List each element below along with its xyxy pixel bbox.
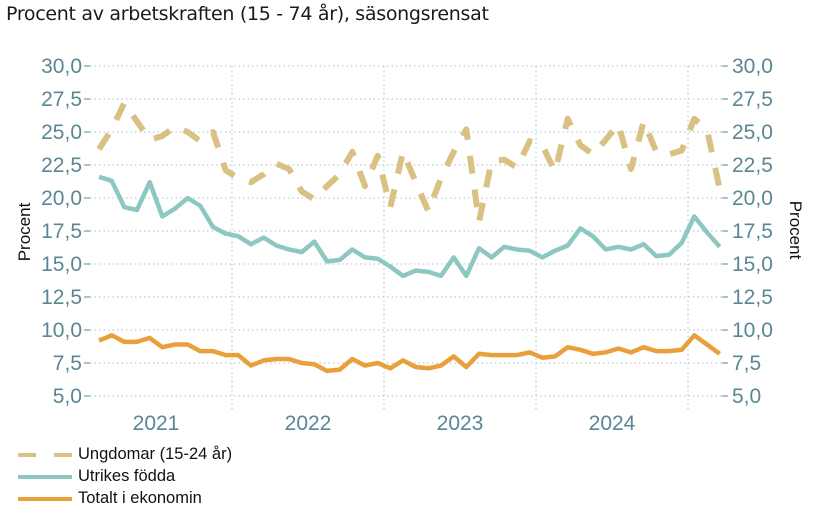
chart-title: Procent av arbetskraften (15 - 74 år), s… [6, 3, 489, 25]
x-tick-label: 2023 [437, 412, 484, 435]
legend-label: Utrikes födda [78, 467, 176, 485]
y-tick-label-right: 7,5 [732, 352, 761, 375]
legend-label: Ungdomar (15-24 år) [78, 445, 233, 463]
series-line-totalt [98, 333, 722, 374]
series-line-utrikes [98, 174, 722, 279]
y-tick-label-right: 30,0 [732, 55, 773, 78]
series-line-ungdomar [96, 100, 723, 225]
line-chart: 30,0 27,5 25,0 22,5 20,0 17,5 15,0 12,5 10,0 7,5 5… [15, 55, 805, 435]
y-tick-label-right: 15,0 [732, 253, 773, 276]
y-tick-label-left: 27,5 [41, 88, 82, 111]
legend-swatch-teal [18, 474, 72, 479]
x-tick-label: 2022 [285, 412, 332, 435]
y-tick-label-right: 25,0 [732, 121, 773, 144]
y-tick-label-left: 15,0 [41, 253, 82, 276]
legend-item-ungdomar: Ungdomar (15-24 år) [18, 445, 232, 464]
legend-item-utrikes: Utrikes födda [18, 467, 175, 486]
y-tick-label-right: 12,5 [732, 286, 773, 309]
y-tick-label-right: 20,0 [732, 187, 773, 210]
legend-label: Totalt i ekonomin [78, 489, 202, 507]
x-axis: 2021 2022 2023 2024 [133, 412, 636, 435]
y-tick-label-left: 25,0 [41, 121, 82, 144]
legend-swatch-dashed [18, 452, 72, 457]
y-axis-left: 30,0 27,5 25,0 22,5 20,0 17,5 15,0 12,5 10,0 7,5 5… [41, 55, 90, 408]
y-tick-label-left: 20,0 [41, 187, 82, 210]
x-tick-label: 2024 [589, 412, 636, 435]
y-tick-label-left: 7,5 [53, 352, 82, 375]
y-tick-label-right: 5,0 [732, 385, 761, 408]
y-axis-right: 30,0 27,5 25,0 22,5 20,0 17,5 15,0 12,5 10,0 7,5 5… [722, 55, 773, 408]
y-axis-label-left: Procent [15, 202, 34, 261]
y-tick-label-right: 22,5 [732, 154, 773, 177]
y-tick-label-left: 5,0 [53, 385, 82, 408]
legend-swatch-orange [18, 496, 72, 501]
gridlines [90, 65, 722, 410]
y-tick-label-right: 10,0 [732, 319, 773, 342]
y-tick-label-right: 27,5 [732, 88, 773, 111]
y-tick-label-right: 17,5 [732, 220, 773, 243]
y-tick-label-left: 10,0 [41, 319, 82, 342]
y-tick-label-left: 17,5 [41, 220, 82, 243]
y-tick-label-left: 22,5 [41, 154, 82, 177]
y-tick-label-left: 12,5 [41, 286, 82, 309]
y-tick-label-left: 30,0 [41, 55, 82, 78]
y-axis-label-right: Procent [786, 201, 805, 260]
x-tick-label: 2021 [133, 412, 180, 435]
legend-item-totalt: Totalt i ekonomin [18, 489, 202, 508]
series-lines [96, 100, 723, 374]
